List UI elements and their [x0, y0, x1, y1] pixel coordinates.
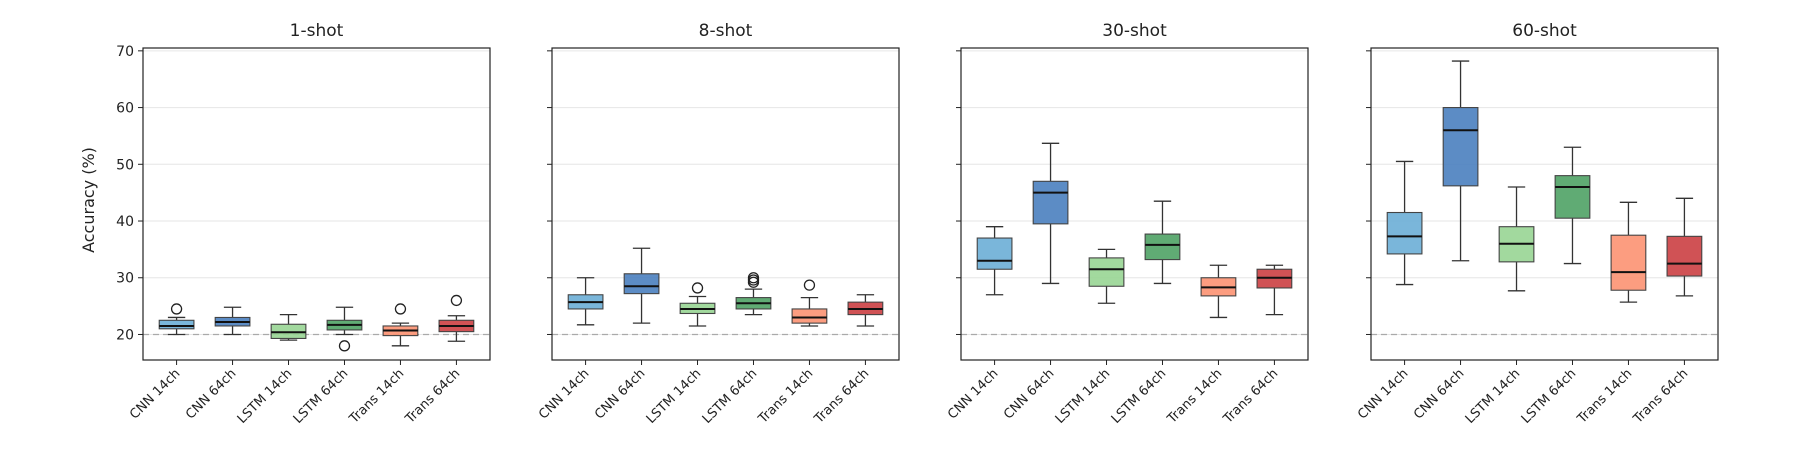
box-iqr: [791, 308, 828, 324]
x-tick-label: CNN 64ch: [592, 366, 648, 422]
box-iqr: [1386, 211, 1423, 255]
x-tick-label: Trans 64ch: [1220, 366, 1281, 427]
x-tick-label: Trans 64ch: [1630, 366, 1691, 427]
x-tick-label: LSTM 14ch: [235, 366, 296, 427]
outlier-point: [803, 279, 816, 291]
x-tick-label: LSTM 14ch: [1463, 366, 1524, 427]
box-iqr: [1610, 234, 1647, 291]
y-tick-label: 60: [116, 101, 134, 117]
x-tick-label: Trans 14ch: [755, 366, 816, 427]
x-tick-label: CNN 14ch: [536, 366, 592, 422]
x-tick-label: CNN 14ch: [127, 366, 183, 422]
panel-title: 1-shot: [290, 21, 344, 41]
outlier-point: [450, 294, 463, 307]
x-tick-label: CNN 14ch: [1355, 366, 1411, 422]
x-tick-label: Trans 14ch: [1164, 366, 1225, 427]
x-tick-label: CNN 64ch: [183, 366, 239, 422]
outlier-point: [394, 303, 407, 315]
y-tick-label: 70: [116, 44, 134, 60]
y-tick-label: 30: [116, 271, 134, 287]
box-iqr: [1032, 180, 1069, 225]
x-tick-label: LSTM 64ch: [1109, 366, 1170, 427]
plot-frame: [1370, 47, 1719, 361]
y-tick-label: 20: [116, 327, 134, 343]
x-tick-label: LSTM 64ch: [700, 366, 761, 427]
outlier-point: [338, 340, 351, 352]
x-tick-label: Trans 14ch: [1574, 366, 1635, 427]
x-tick-label: LSTM 14ch: [1053, 366, 1114, 427]
x-tick-label: CNN 14ch: [945, 366, 1001, 422]
plot-frame: [551, 47, 900, 361]
x-tick-label: Trans 64ch: [811, 366, 872, 427]
outlier-point: [747, 272, 760, 284]
x-tick-label: Trans 64ch: [402, 366, 463, 427]
box-iqr: [1554, 175, 1591, 219]
x-tick-label: LSTM 64ch: [291, 366, 352, 427]
x-tick-label: LSTM 14ch: [644, 366, 705, 427]
box-iqr: [158, 319, 195, 330]
panel-title: 8-shot: [699, 21, 753, 41]
panel-title: 30-shot: [1102, 21, 1167, 41]
outlier-point: [170, 303, 183, 315]
box-iqr: [976, 237, 1013, 270]
box-iqr: [1088, 257, 1125, 287]
y-tick-label: 50: [116, 157, 134, 173]
plot-frame: [142, 47, 491, 361]
x-tick-label: Trans 14ch: [346, 366, 407, 427]
x-tick-label: LSTM 64ch: [1519, 366, 1580, 427]
y-axis-label: Accuracy (%): [79, 147, 98, 253]
box-iqr: [623, 273, 660, 295]
y-tick-label: 40: [116, 214, 134, 230]
box-iqr: [1144, 233, 1181, 261]
x-tick-label: CNN 64ch: [1411, 366, 1467, 422]
panel-title: 60-shot: [1512, 21, 1577, 41]
x-tick-label: CNN 64ch: [1001, 366, 1057, 422]
box-iqr: [1666, 235, 1703, 277]
box-iqr: [1442, 107, 1479, 187]
plot-frame: [960, 47, 1309, 361]
outlier-point: [691, 282, 704, 294]
outlier-point: [747, 274, 760, 286]
